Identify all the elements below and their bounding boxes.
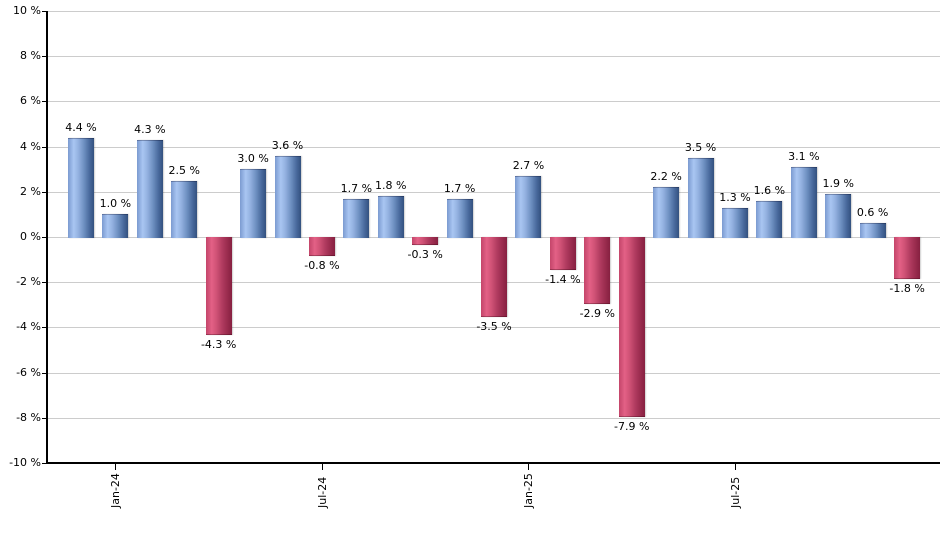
- bar-positive: [240, 169, 267, 238]
- x-axis-tick: [321, 464, 323, 470]
- y-axis-label: 0 %: [20, 230, 41, 243]
- bar-value-label: 3.1 %: [788, 149, 820, 163]
- gridline: [48, 327, 940, 329]
- bar-positive: [756, 200, 783, 238]
- bar-value-label: 3.0 %: [237, 152, 269, 166]
- bar-positive: [825, 194, 852, 238]
- bar-positive: [343, 198, 370, 238]
- bar-value-label: 2.7 %: [512, 158, 545, 172]
- bar-value-label: 1.9 %: [822, 177, 854, 191]
- bar-negative: [205, 237, 232, 336]
- gridline: [48, 191, 940, 193]
- y-axis-tick: [42, 372, 48, 374]
- y-axis-tick: [42, 191, 48, 193]
- bar-positive: [515, 175, 542, 238]
- bar-positive: [68, 137, 94, 238]
- bar-negative: [894, 237, 921, 279]
- x-axis-tick: [734, 464, 736, 470]
- bar-value-label: 3.5 %: [684, 140, 717, 154]
- y-axis-line: [46, 11, 48, 463]
- bar-positive: [136, 139, 163, 238]
- y-axis-tick: [42, 237, 48, 238]
- bar-value-label: -1.4 %: [545, 272, 581, 286]
- x-axis-line: [46, 462, 940, 464]
- y-axis-label: 4 %: [20, 139, 41, 153]
- bar-negative: [584, 237, 611, 304]
- bar-value-label: -3.5 %: [476, 320, 512, 334]
- x-axis-label: Jan-25: [522, 473, 536, 508]
- bar-positive: [687, 157, 714, 238]
- bar-value-label: 4.3 %: [134, 122, 166, 136]
- bar-positive: [274, 155, 301, 238]
- bar-value-label: -4.3 %: [200, 338, 237, 352]
- bar-value-label: 1.0 %: [99, 197, 132, 211]
- bar-positive: [859, 223, 886, 238]
- bar-value-label: 2.5 %: [168, 163, 200, 177]
- gridline: [48, 372, 940, 374]
- y-axis-tick: [42, 146, 48, 148]
- bar-value-label: 2.2 %: [650, 170, 682, 184]
- bar-positive: [102, 214, 129, 238]
- bar-value-label: 1.6 %: [753, 183, 786, 197]
- x-axis-label: Jul-25: [728, 476, 742, 508]
- x-axis-tick: [115, 464, 117, 470]
- y-axis-label: 8 %: [20, 49, 41, 63]
- gridline: [48, 11, 940, 12]
- y-axis-label: -6 %: [16, 365, 41, 379]
- bar-negative: [618, 237, 645, 417]
- bar-value-label: -1.8 %: [889, 281, 925, 295]
- bar-value-label: -0.3 %: [407, 247, 443, 261]
- y-axis-tick: [42, 463, 48, 464]
- y-axis-tick: [42, 101, 48, 103]
- x-axis-label: Jan-24: [109, 473, 123, 508]
- bar-positive: [377, 196, 404, 238]
- gridline: [48, 417, 940, 419]
- bar-value-label: -7.9 %: [614, 419, 650, 433]
- bar-value-label: 1.7 %: [443, 181, 476, 195]
- bar-value-label: 1.3 %: [719, 190, 751, 204]
- y-axis-tick: [42, 11, 48, 12]
- y-axis-label: -2 %: [16, 275, 41, 289]
- bar-value-label: 1.7 %: [340, 181, 373, 195]
- bar-positive: [721, 207, 748, 238]
- y-axis-label: -4 %: [16, 320, 41, 334]
- bar-negative: [549, 237, 576, 270]
- y-axis-label: -10 %: [9, 456, 41, 469]
- y-axis-label: 6 %: [20, 94, 41, 108]
- y-axis-tick: [42, 282, 48, 284]
- bar-value-label: 4.4 %: [65, 120, 97, 134]
- bar-value-label: -2.9 %: [579, 306, 615, 320]
- gridline: [48, 56, 940, 58]
- bar-value-label: -0.8 %: [304, 259, 340, 273]
- x-axis-tick: [528, 464, 530, 470]
- y-axis-tick: [42, 56, 48, 58]
- gridline: [48, 146, 940, 148]
- bar-positive: [446, 198, 473, 238]
- bar-positive: [790, 166, 817, 238]
- y-axis-label: -8 %: [16, 410, 41, 424]
- bar-positive: [171, 180, 198, 238]
- y-axis-tick: [42, 417, 48, 419]
- bar-positive: [653, 187, 680, 238]
- x-axis-label: Jul-24: [315, 476, 329, 508]
- bar-negative: [412, 237, 439, 245]
- y-axis-label: 2 %: [20, 184, 41, 198]
- gridline: [48, 101, 940, 103]
- bar-value-label: 0.6 %: [856, 206, 889, 220]
- y-axis-tick: [42, 327, 48, 329]
- bar-value-label: 3.6 %: [271, 138, 304, 152]
- bar-negative: [308, 237, 335, 257]
- bar-value-label: 1.8 %: [375, 179, 407, 193]
- y-axis-label: 10 %: [13, 4, 41, 17]
- bar-negative: [481, 237, 508, 318]
